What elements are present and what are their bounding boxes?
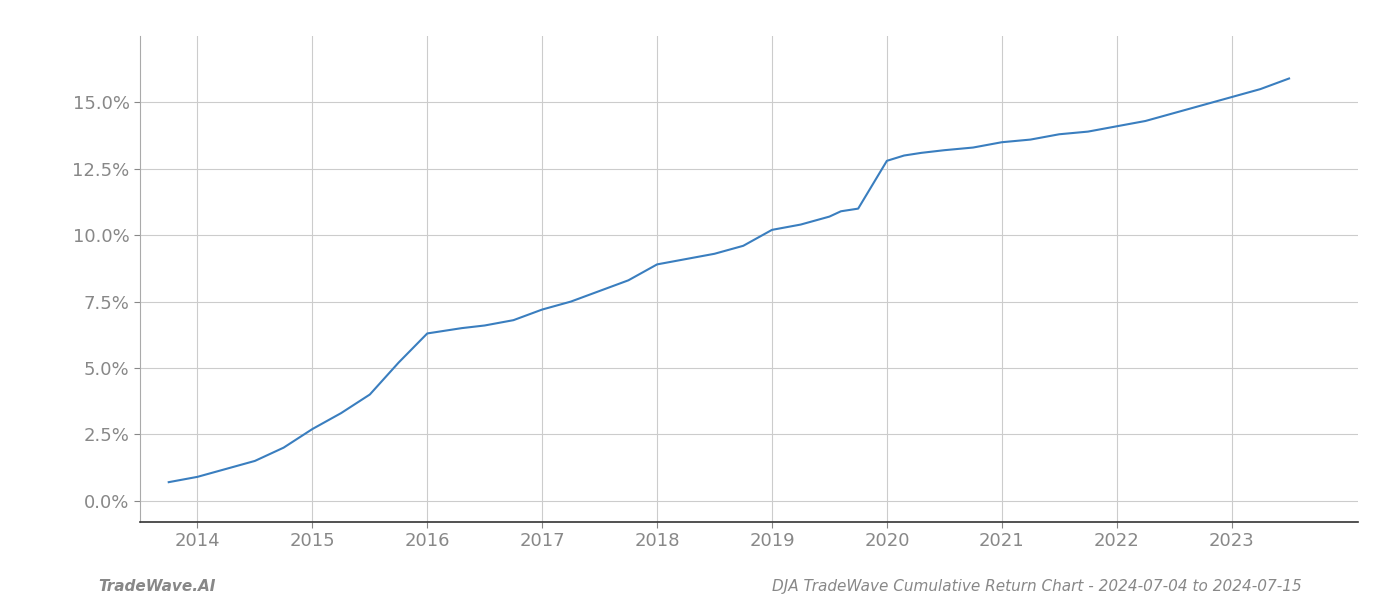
Text: DJA TradeWave Cumulative Return Chart - 2024-07-04 to 2024-07-15: DJA TradeWave Cumulative Return Chart - …	[773, 579, 1302, 594]
Text: TradeWave.AI: TradeWave.AI	[98, 579, 216, 594]
